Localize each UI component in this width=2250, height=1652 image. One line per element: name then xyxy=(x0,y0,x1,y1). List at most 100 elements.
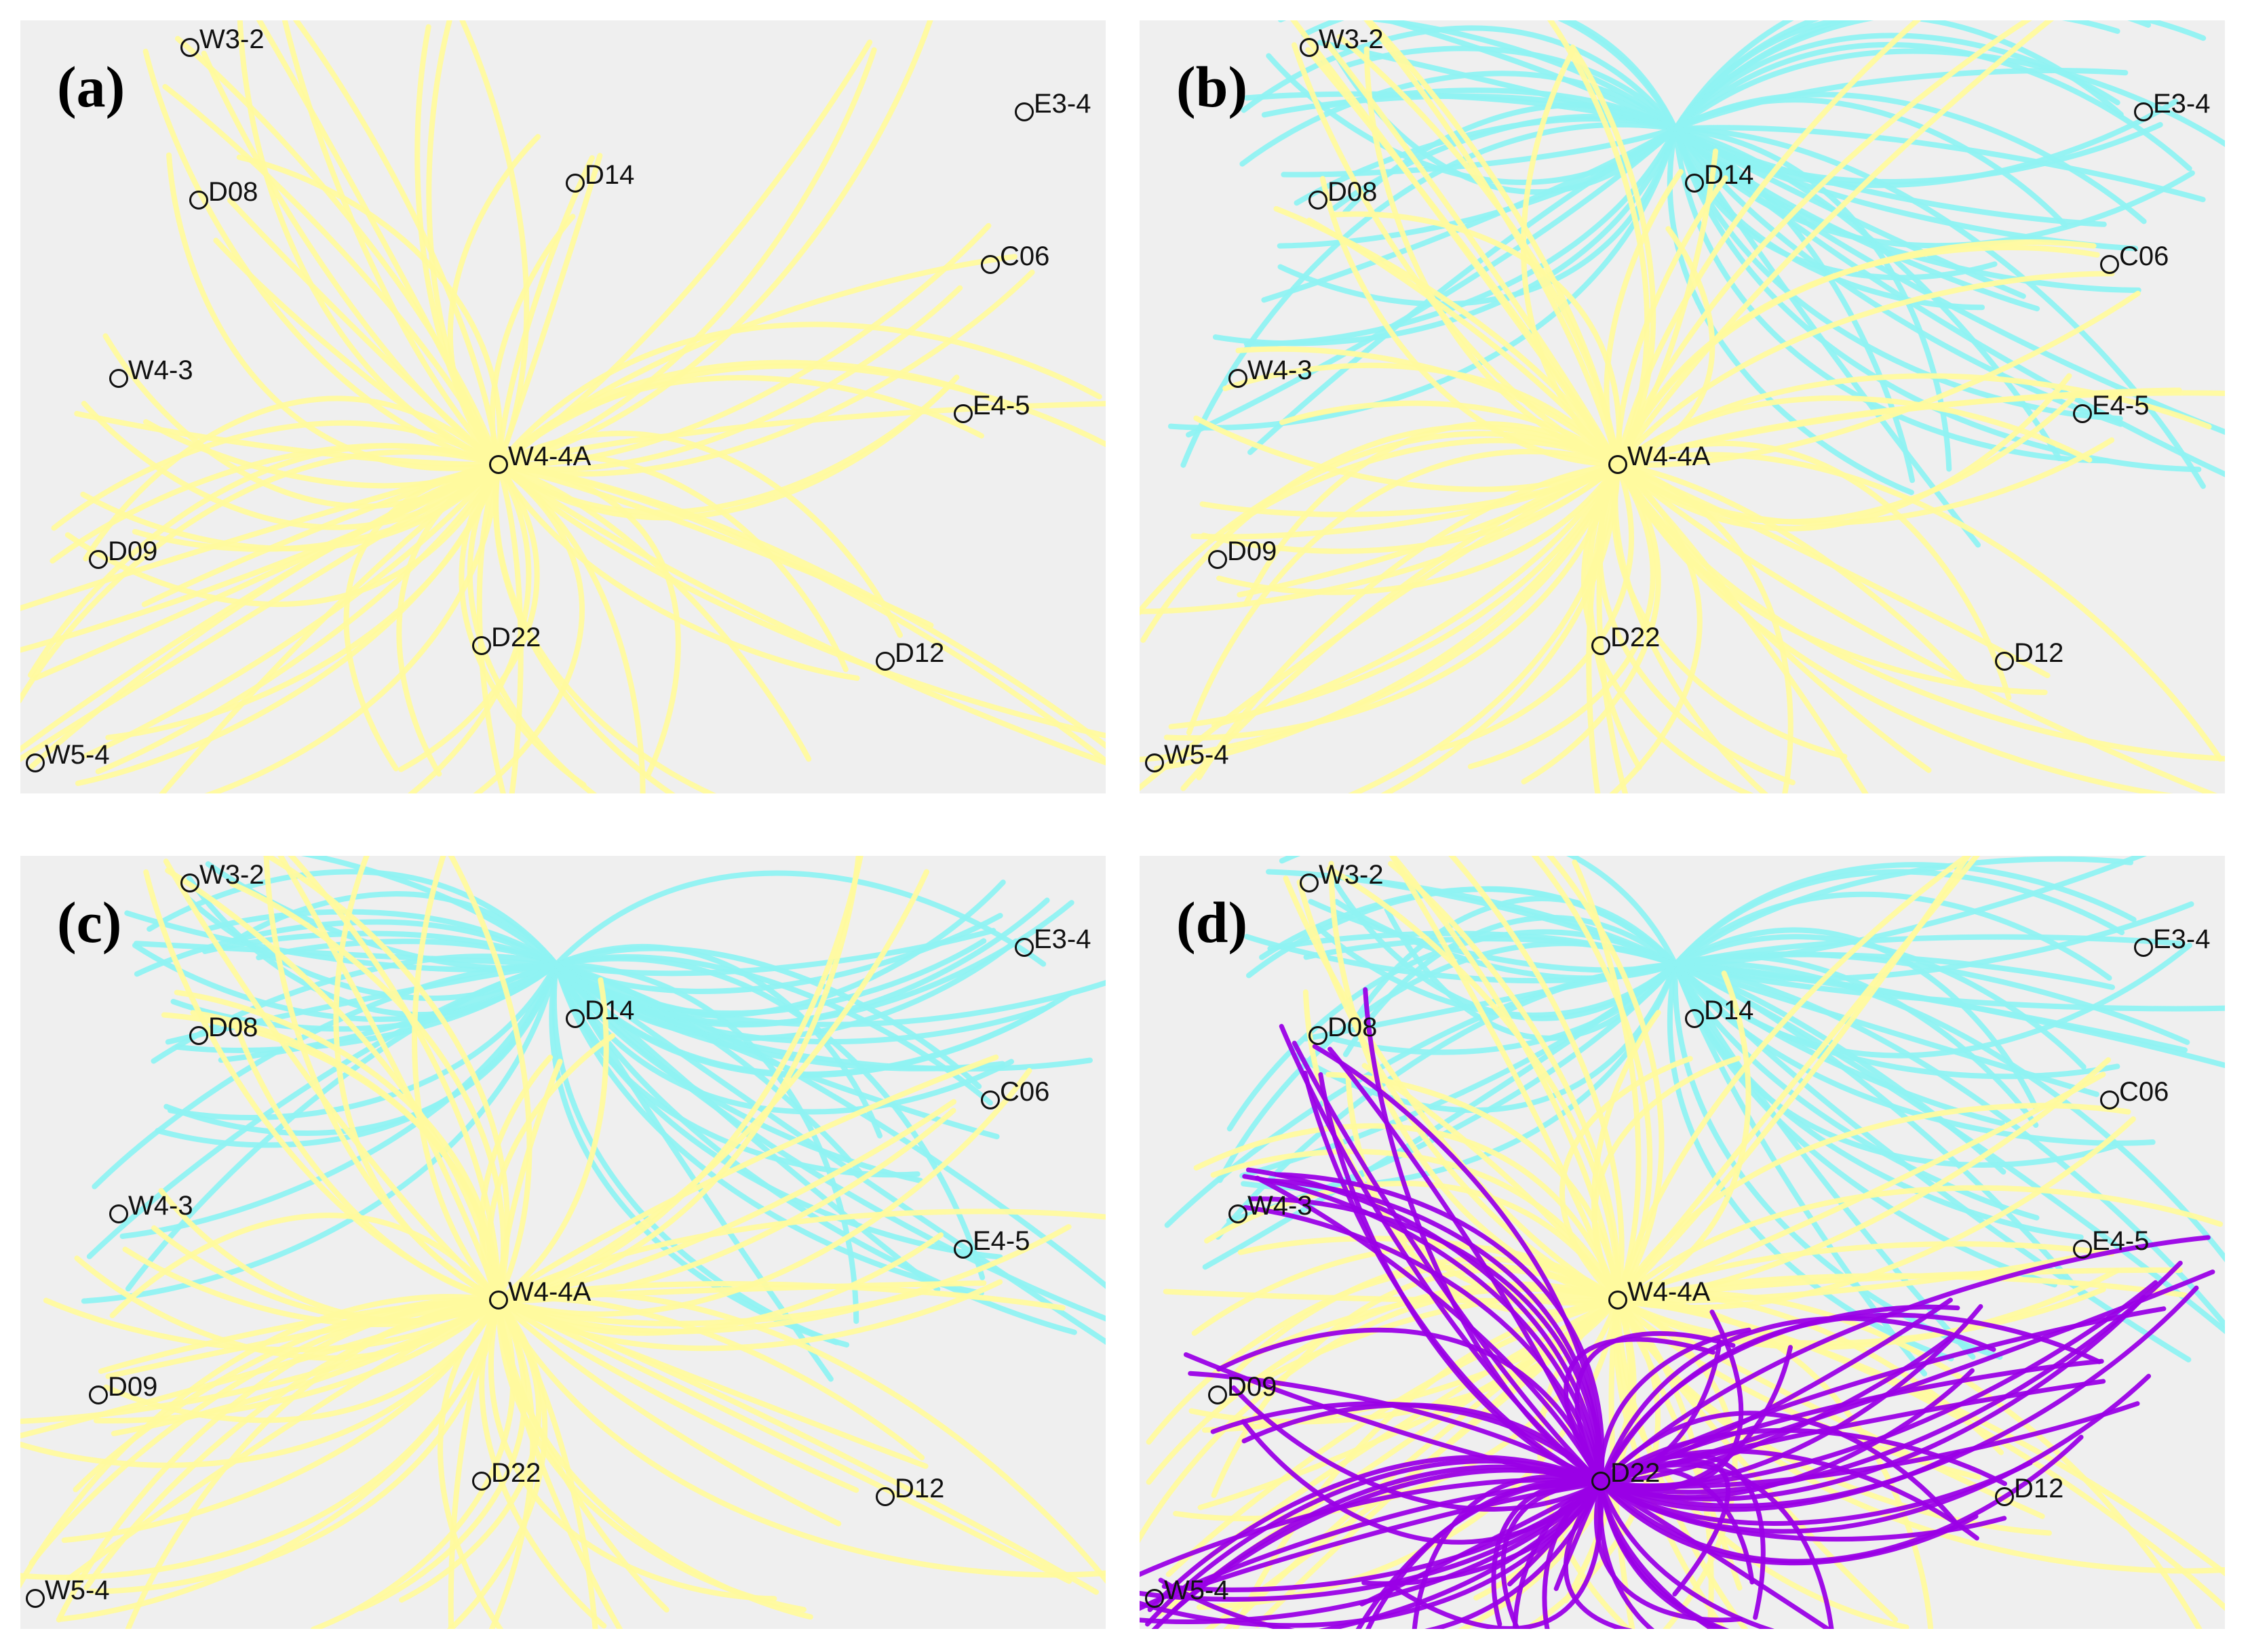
trajectory-line xyxy=(1586,462,1621,793)
trajectory-line xyxy=(1615,970,1751,1303)
trajectory-line xyxy=(554,962,1106,1027)
station-marker xyxy=(489,1291,508,1310)
trajectory-line xyxy=(1614,1297,1749,1629)
station-label: D08 xyxy=(1327,1012,1378,1042)
station-label: D08 xyxy=(208,1012,258,1042)
trajectory-line xyxy=(282,20,501,467)
trajectory-line xyxy=(554,962,1077,1335)
trajectory-line xyxy=(20,462,501,762)
trajectory-line xyxy=(134,919,559,977)
trajectory-line xyxy=(1570,44,1656,467)
trajectory-line xyxy=(1615,1241,2115,1303)
trajectory-line xyxy=(496,401,1106,467)
trajectory-line xyxy=(496,1067,1032,1317)
trajectory-line xyxy=(1467,462,1656,770)
trajectory-line xyxy=(496,1054,999,1303)
trajectory-line xyxy=(167,962,559,1120)
station-label: D12 xyxy=(2014,638,2064,668)
trajectory-line xyxy=(1612,462,1769,793)
trajectory-line xyxy=(1673,126,2107,227)
trajectory-line xyxy=(1140,431,1621,616)
trajectory-line xyxy=(1231,1385,1604,1512)
trajectory-line xyxy=(1673,962,2188,1053)
station-label: E3-4 xyxy=(2153,89,2211,119)
trajectory-line xyxy=(1673,20,2120,132)
panel-label-d: (d) xyxy=(1176,890,1248,955)
panel-label-c: (c) xyxy=(57,890,122,955)
trajectory-line xyxy=(1180,122,1678,468)
trajectory-line xyxy=(1365,1478,1604,1629)
trajectory-line xyxy=(1226,929,1678,1132)
station-label: W4-3 xyxy=(1247,355,1313,385)
trajectory-line xyxy=(20,462,501,753)
trajectory-line xyxy=(1273,205,1621,467)
trajectory-line xyxy=(398,1297,542,1603)
trajectory-line xyxy=(496,1297,1072,1584)
trajectory-line xyxy=(1673,891,2112,981)
trajectory-line xyxy=(1598,1480,1730,1629)
trajectory-line xyxy=(1673,934,2186,967)
station-marker xyxy=(109,369,128,388)
station-label: D09 xyxy=(108,1372,158,1402)
trajectory-line xyxy=(1615,856,1973,1303)
station-label: D09 xyxy=(108,536,158,566)
trajectory-line xyxy=(1559,1056,1693,1303)
trajectory-line xyxy=(496,462,1106,766)
trajectory-line xyxy=(64,462,501,608)
trajectory-line xyxy=(1140,1478,1604,1577)
trajectory-line xyxy=(1318,1072,1604,1486)
trajectory-line xyxy=(163,859,501,1303)
trajectory-line xyxy=(1186,449,1621,736)
station-marker xyxy=(2134,938,2153,957)
station-marker xyxy=(1308,1026,1327,1045)
station-label: W3-2 xyxy=(199,860,265,890)
trajectory-line xyxy=(1380,462,1621,793)
trajectory-lines-a xyxy=(20,20,1106,793)
station-label: W5-4 xyxy=(1164,1575,1229,1605)
trajectory-line xyxy=(205,909,559,967)
trajectory-line xyxy=(1378,20,1678,132)
trajectory-line xyxy=(496,462,860,682)
station-marker xyxy=(472,1472,491,1491)
trajectory-line xyxy=(1598,1310,1744,1491)
trajectory-line xyxy=(1673,126,2202,473)
station-marker xyxy=(89,550,108,569)
trajectory-line xyxy=(1140,462,1621,762)
trajectory-line xyxy=(262,856,510,1303)
trajectory-line xyxy=(51,420,501,531)
station-label: D09 xyxy=(1227,1372,1277,1402)
trajectory-line xyxy=(496,1297,623,1629)
trajectory-line xyxy=(1140,424,1621,643)
station-marker xyxy=(89,1385,108,1404)
station-marker xyxy=(566,174,585,193)
trajectory-line xyxy=(1673,862,2137,967)
panel-a: (a) W3-2 E3-4 D08 D14 C06 W4-3 E4-5 W4-4A D09 D22… xyxy=(20,20,1106,793)
trajectory-line xyxy=(1615,462,2218,793)
trajectory-line xyxy=(143,869,501,1303)
trajectory-line xyxy=(1283,876,1621,1303)
trajectory-line xyxy=(1673,934,2087,1070)
station-marker xyxy=(1300,873,1319,892)
trajectory-line xyxy=(496,431,903,638)
panel-d: (d) W3-2 E3-4 D08 D14 C06 W4-3 E4-5 W4-4A D09 D22… xyxy=(1140,856,2225,1629)
trajectory-line xyxy=(1673,126,2141,293)
station-marker xyxy=(1308,191,1327,210)
trajectory-line xyxy=(496,375,984,467)
trajectory-line xyxy=(1243,1205,1604,1486)
trajectory-line xyxy=(1274,1172,1605,1486)
trajectory-line xyxy=(1140,1480,1604,1602)
station-marker xyxy=(2073,1240,2092,1259)
station-label: W4-3 xyxy=(1247,1191,1313,1221)
trajectory-line xyxy=(1261,93,1678,132)
trajectory-line xyxy=(1542,1480,1604,1629)
trajectory-line xyxy=(1279,856,1678,967)
trajectory-line xyxy=(50,443,501,564)
trajectory-line xyxy=(1210,1148,1621,1303)
station-marker xyxy=(1145,753,1164,772)
station-label: W4-4A xyxy=(508,441,591,471)
station-label: C06 xyxy=(1000,241,1050,271)
station-marker xyxy=(954,1240,973,1259)
trajectory-line xyxy=(1365,20,1621,467)
station-label: D12 xyxy=(2014,1474,2064,1503)
trajectory-line xyxy=(83,1297,501,1591)
